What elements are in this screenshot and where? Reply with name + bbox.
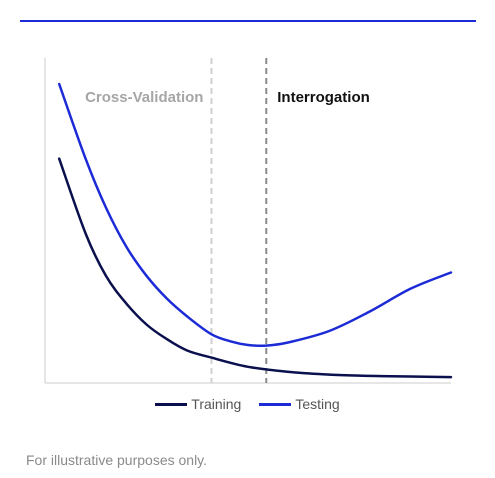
footnote: For illustrative purposes only. [26, 452, 208, 468]
legend-item-training: Training [155, 396, 241, 412]
legend-swatch [155, 402, 188, 406]
legend: Training Testing [0, 396, 495, 412]
series-line-testing [57, 82, 453, 348]
legend-item-testing: Testing [259, 396, 340, 412]
annotation-layer: Cross-Validation Interrogation [85, 58, 370, 383]
annotation-label-interrogation: Interrogation [277, 89, 370, 106]
legend-swatch [259, 402, 292, 406]
top-rule [20, 20, 476, 22]
series-layer [57, 82, 453, 379]
series-line-training [57, 157, 453, 379]
legend-label: Testing [295, 396, 340, 412]
legend-label: Training [191, 396, 242, 412]
annotation-label-cross-validation: Cross-Validation [85, 89, 203, 106]
